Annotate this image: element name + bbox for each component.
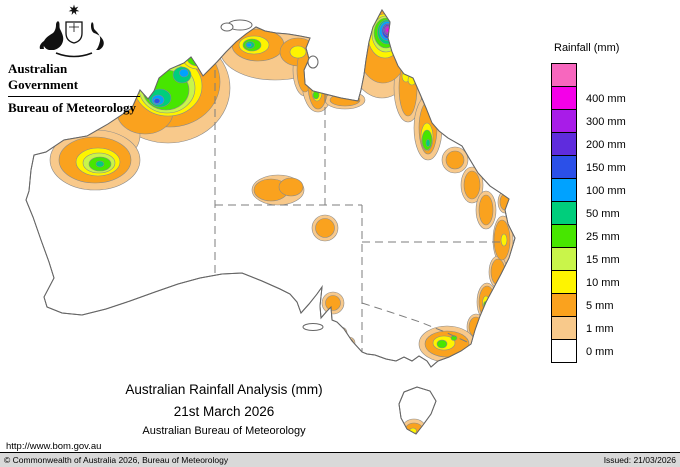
bureau-label: Bureau of Meteorology: [8, 100, 137, 115]
legend-label: 300 mm: [586, 115, 626, 128]
legend-row: 100 mm: [551, 178, 626, 202]
island: [220, 22, 234, 32]
legend-label: 400 mm: [586, 92, 626, 105]
legend-label: 50 mm: [586, 207, 620, 220]
legend-label: 10 mm: [586, 276, 620, 289]
legend-swatch: [551, 201, 577, 225]
state-borders: [214, 70, 505, 352]
legend-label: 0 mm: [586, 345, 614, 358]
legend-title: Rainfall (mm): [554, 42, 620, 54]
legend-swatch: [551, 339, 577, 363]
legend-label: 150 mm: [586, 161, 626, 174]
legend-row: 50 mm: [551, 201, 626, 225]
legend-label: 5 mm: [586, 299, 614, 312]
bom-header: Australian Government Bureau of Meteorol…: [8, 2, 140, 116]
legend-row: 200 mm: [551, 132, 626, 156]
legend-label: 100 mm: [586, 184, 626, 197]
header-divider: [8, 96, 140, 97]
legend-row: 5 mm: [551, 293, 626, 317]
legend-row: 1 mm: [551, 316, 626, 340]
copyright-text: © Commonwealth of Australia 2026, Bureau…: [4, 455, 229, 465]
legend-swatch: [551, 270, 577, 294]
legend-swatch: [551, 109, 577, 133]
island: [307, 55, 319, 69]
legend-row: 10 mm: [551, 270, 626, 294]
tasmania-coastline: [398, 386, 437, 435]
issued-text: Issued: 21/03/2026: [603, 455, 676, 465]
map-org: Australian Bureau of Meteorology: [142, 425, 306, 437]
footer-bar: © Commonwealth of Australia 2026, Bureau…: [0, 452, 680, 467]
legend-swatch: [551, 63, 577, 87]
legend-swatch: [551, 293, 577, 317]
legend-label: 15 mm: [586, 253, 620, 266]
legend-swatch: [551, 86, 577, 110]
legend-swatch: [551, 155, 577, 179]
coat-of-arms-icon: [39, 4, 104, 58]
legend-swatch: [551, 224, 577, 248]
legend-swatch: [551, 316, 577, 340]
legend-label: 25 mm: [586, 230, 620, 243]
map-title-block: Australian Rainfall Analysis (mm) 21st M…: [78, 382, 370, 437]
rainfall-legend: Rainfall (mm) 400 mm 300 mm 200 mm 150 mm 10…: [551, 42, 626, 363]
legend-row: 400 mm: [551, 86, 626, 110]
legend-row: 15 mm: [551, 247, 626, 271]
legend-swatch: [551, 178, 577, 202]
legend-cells: 400 mm 300 mm 200 mm 150 mm 100 mm 50 mm 25 mm…: [551, 63, 626, 363]
legend-row: 300 mm: [551, 109, 626, 133]
legend-row: [551, 63, 626, 87]
government-label: Australian Government: [8, 61, 79, 92]
legend-row: 25 mm: [551, 224, 626, 248]
bom-url: http://www.bom.gov.au: [6, 441, 102, 452]
map-title: Australian Rainfall Analysis (mm): [125, 382, 323, 397]
legend-swatch: [551, 132, 577, 156]
legend-swatch: [551, 247, 577, 271]
map-date: 21st March 2026: [173, 404, 275, 419]
legend-row: 0 mm: [551, 339, 626, 363]
island: [302, 323, 324, 331]
legend-label: 200 mm: [586, 138, 626, 151]
legend-row: 150 mm: [551, 155, 626, 179]
legend-label: 1 mm: [586, 322, 614, 335]
mainland-coastline: [25, 9, 516, 368]
